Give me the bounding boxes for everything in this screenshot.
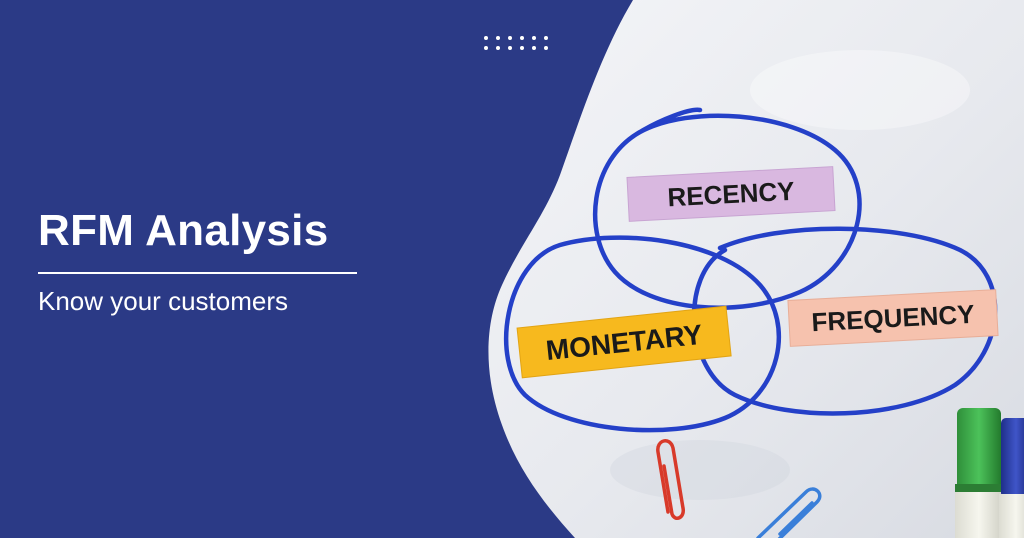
monetary-note: MONETARY (516, 305, 732, 379)
recency-note: RECENCY (626, 166, 836, 222)
title-divider (38, 272, 357, 274)
whiteboard-area (488, 0, 1024, 538)
frequency-note: FREQUENCY (787, 289, 999, 347)
dots-decoration (484, 36, 548, 50)
recency-label: RECENCY (667, 176, 796, 213)
banner-subtitle: Know your customers (38, 286, 288, 316)
banner-title: RFM Analysis (38, 206, 329, 255)
paperclip-icon (656, 439, 822, 538)
marker-icon (955, 408, 1024, 538)
